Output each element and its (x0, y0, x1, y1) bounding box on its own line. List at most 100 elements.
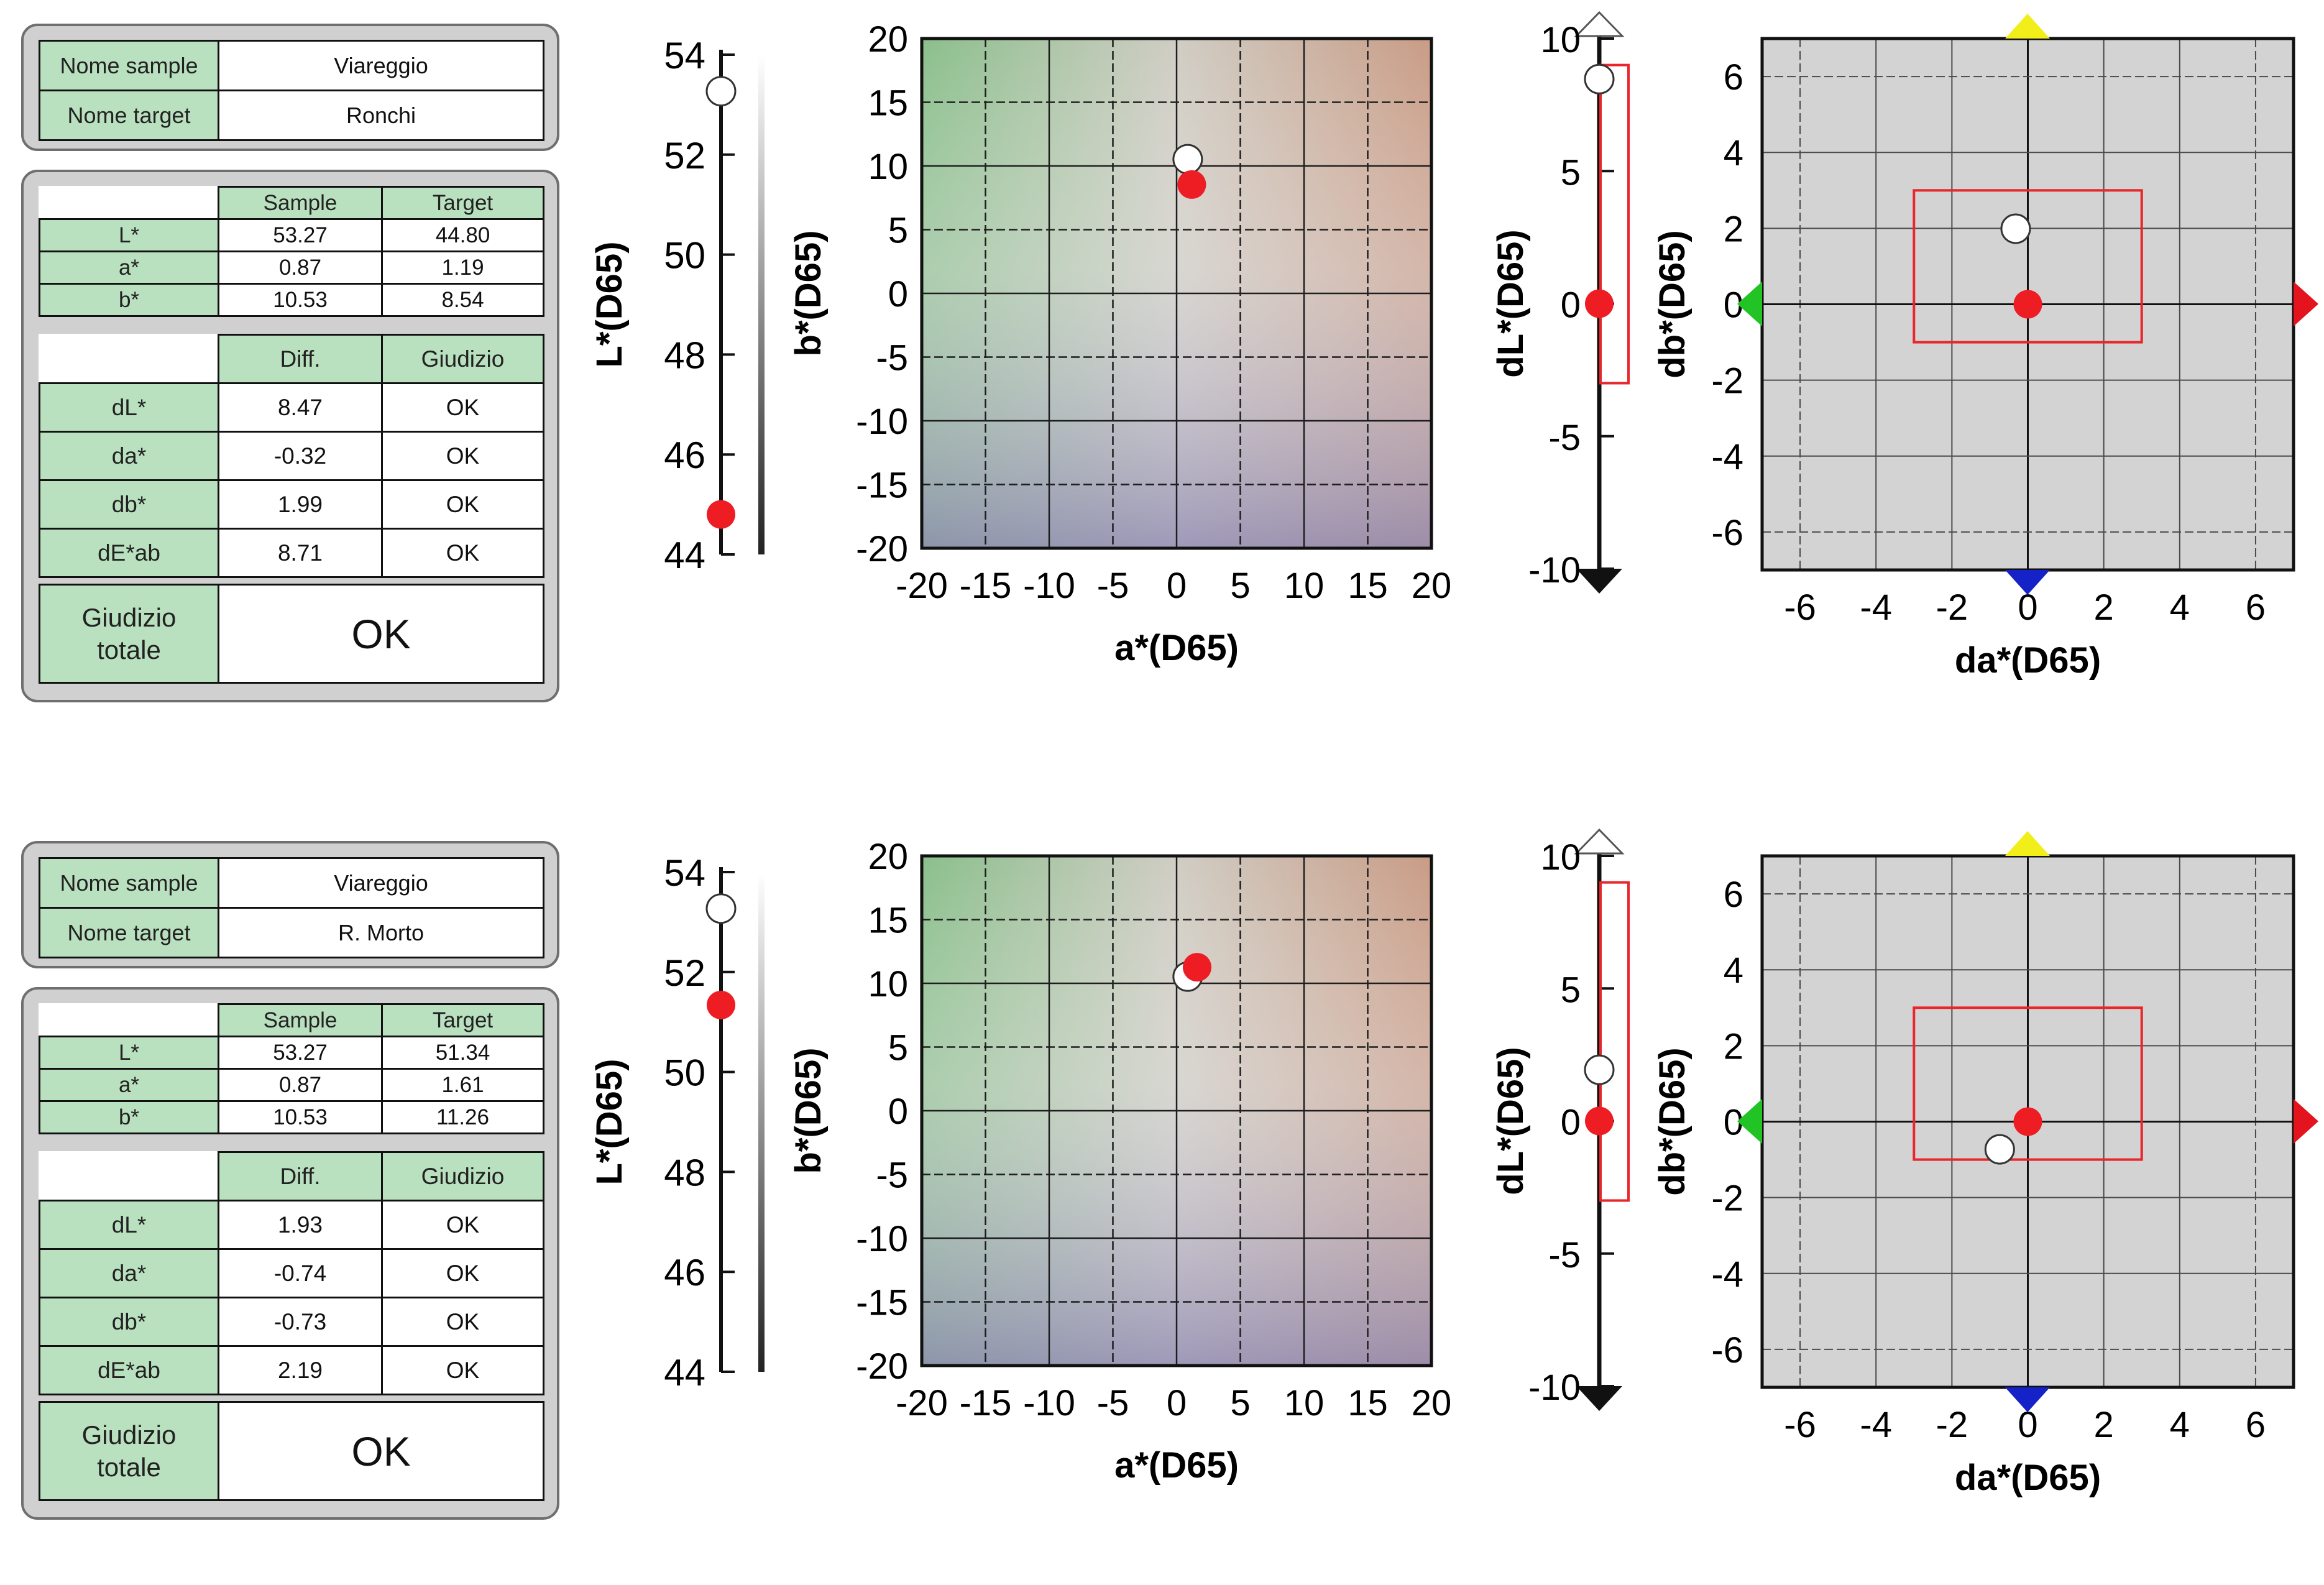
dl-tick-label: 0 (1561, 285, 1581, 326)
l-tick-label: 54 (664, 35, 705, 76)
ab-x-tick-label: 15 (1348, 1383, 1388, 1423)
ab-y-tick-label: 20 (868, 19, 908, 60)
dadb-x-tick-label: 4 (2170, 1405, 2190, 1445)
dE-value: 2.19 (218, 1345, 383, 1395)
comparison-2: Nome sample Viareggio Nome target R. Mor… (0, 817, 2324, 1585)
green-direction-icon (1737, 1099, 1762, 1144)
ab-y-axis-title: b*(D65) (788, 230, 829, 356)
data-panel: Sample Target L* 53.27 44.80 a* 0.87 1.1… (21, 170, 559, 702)
dl-scale-chart: -10 -5 0 5 10 dL*(D65) (1490, 11, 1630, 594)
lightness-gradient-bar (758, 55, 765, 554)
dl-tick-label: 5 (1561, 152, 1581, 193)
yellow-direction-icon (2005, 831, 2050, 856)
ab-chart: -20 -15 -10 -5 0 5 10 15 20 -20 -15 -10 -5 0 5 10 15 20 a… (788, 837, 1451, 1486)
ab-grid: -20 -15 -10 -5 0 5 10 15 20 -20 -15 -10 -5 0 5 10 15 20 (856, 19, 1451, 606)
ab-sample-marker (1172, 144, 1203, 175)
dadb-y-tick-label: 2 (1724, 209, 1743, 249)
da-judgement: OK (381, 431, 544, 481)
dl-tick-label: -10 (1528, 1367, 1581, 1408)
dE-judgement: OK (381, 1345, 544, 1395)
ab-y-axis-title: b*(D65) (788, 1047, 829, 1174)
dl-down-arrow-icon (1576, 569, 1622, 594)
dl-scale-chart: -10 -5 0 5 10 dL*(D65) (1490, 828, 1630, 1411)
blue-direction-icon (2005, 570, 2050, 595)
ab-x-tick-label: 10 (1284, 1383, 1325, 1423)
data-panel: Sample Target L* 53.27 51.34 a* 0.87 1.6… (21, 987, 559, 1520)
a-label: a* (39, 1068, 219, 1102)
dl-tick-label: -10 (1528, 550, 1581, 590)
dl-tolerance-range (1599, 881, 1630, 1202)
dL-label: dL* (39, 382, 219, 433)
dl-sample-marker (1584, 63, 1615, 94)
ab-x-tick-label: 5 (1230, 566, 1250, 606)
dl-axis-ticks: -10 -5 0 5 10 (1528, 837, 1614, 1408)
dadb-x-tick-label: 4 (2170, 587, 2190, 628)
ab-x-tick-label: -5 (1097, 1383, 1129, 1423)
db-judgement: OK (381, 1297, 544, 1347)
ab-y-tick-label: 0 (888, 274, 908, 315)
dadb-x-axis-title: da*(D65) (1955, 640, 2101, 681)
ab-y-tick-label: 15 (868, 901, 908, 941)
dadb-x-tick-label: 2 (2094, 587, 2114, 628)
dL-judgement: OK (381, 1200, 544, 1250)
dL-value: 1.93 (218, 1200, 383, 1250)
ab-target-marker (1183, 953, 1212, 982)
sample-b-value: 10.53 (218, 283, 383, 317)
dadb-y-tick-label: -6 (1711, 513, 1743, 553)
lightness-gradient-bar (758, 872, 765, 1372)
target-a-value: 1.19 (381, 250, 544, 285)
da-label: da* (39, 431, 219, 481)
target-name-value: R. Morto (218, 907, 544, 958)
b-label: b* (39, 1100, 219, 1134)
l-target-marker (707, 990, 735, 1019)
l-axis-title: L*(D65) (589, 241, 630, 367)
dadb-x-tick-label: 6 (2246, 587, 2266, 628)
l-tick-label: 54 (664, 852, 705, 894)
dE-judgement: OK (381, 528, 544, 578)
ab-y-tick-label: 20 (868, 837, 908, 877)
red-direction-icon (2294, 282, 2318, 326)
ab-x-tick-label: -20 (896, 566, 948, 606)
dadb-x-tick-label: -2 (1936, 1405, 1968, 1445)
target-L-value: 51.34 (381, 1036, 544, 1070)
total-judgement-value: OK (218, 1401, 544, 1501)
ab-x-tick-label: 5 (1230, 1383, 1250, 1423)
ab-y-tick-label: 0 (888, 1091, 908, 1132)
ab-y-tick-label: -10 (856, 402, 908, 442)
ab-x-tick-label: 10 (1284, 566, 1325, 606)
dadb-y-axis-title: db*(D65) (1652, 230, 1692, 378)
ab-y-tick-label: 15 (868, 83, 908, 124)
diff-column-header: Diff. (218, 334, 383, 384)
ab-y-tick-label: -20 (856, 1346, 908, 1387)
dadb-y-tick-label: -2 (1711, 1178, 1743, 1219)
dE-value: 8.71 (218, 528, 383, 578)
ab-x-axis-title: a*(D65) (1114, 1445, 1239, 1486)
ab-x-tick-label: 0 (1167, 566, 1187, 606)
target-b-value: 8.54 (381, 283, 544, 317)
ab-x-tick-label: -10 (1023, 1383, 1075, 1423)
db-label: db* (39, 1297, 219, 1347)
ab-x-tick-label: 15 (1348, 566, 1388, 606)
l-scale-chart: 44 46 48 50 52 54 L*(D65) (589, 35, 765, 576)
target-b-value: 11.26 (381, 1100, 544, 1134)
ab-grid: -20 -15 -10 -5 0 5 10 15 20 -20 -15 -10 -5 0 5 10 15 20 (856, 837, 1451, 1423)
target-L-value: 44.80 (381, 218, 544, 252)
dl-tick-label: -5 (1548, 1235, 1581, 1275)
differences-table: Diff. Giudizio dL* 1.93 OK da* -0.74 OK … (39, 1151, 544, 1395)
diff-column-header: Diff. (218, 1151, 383, 1201)
sample-a-value: 0.87 (218, 250, 383, 285)
dadb-y-tick-label: 6 (1724, 57, 1743, 98)
names-panel: Nome sample Viareggio Nome target Ronchi (21, 24, 559, 151)
l-axis-ticks: 44 46 48 50 52 54 (664, 852, 735, 1394)
total-judgement-label: Giudizio totale (39, 584, 219, 684)
ab-x-axis-title: a*(D65) (1114, 628, 1239, 668)
l-tick-label: 48 (664, 334, 705, 376)
ab-frame (920, 37, 1433, 550)
dl-target-marker (1585, 289, 1614, 318)
dl-sample-marker (1584, 1054, 1615, 1085)
dl-tick-label: 10 (1540, 20, 1581, 60)
judgement-column-header: Giudizio (381, 334, 544, 384)
da-judgement: OK (381, 1248, 544, 1298)
